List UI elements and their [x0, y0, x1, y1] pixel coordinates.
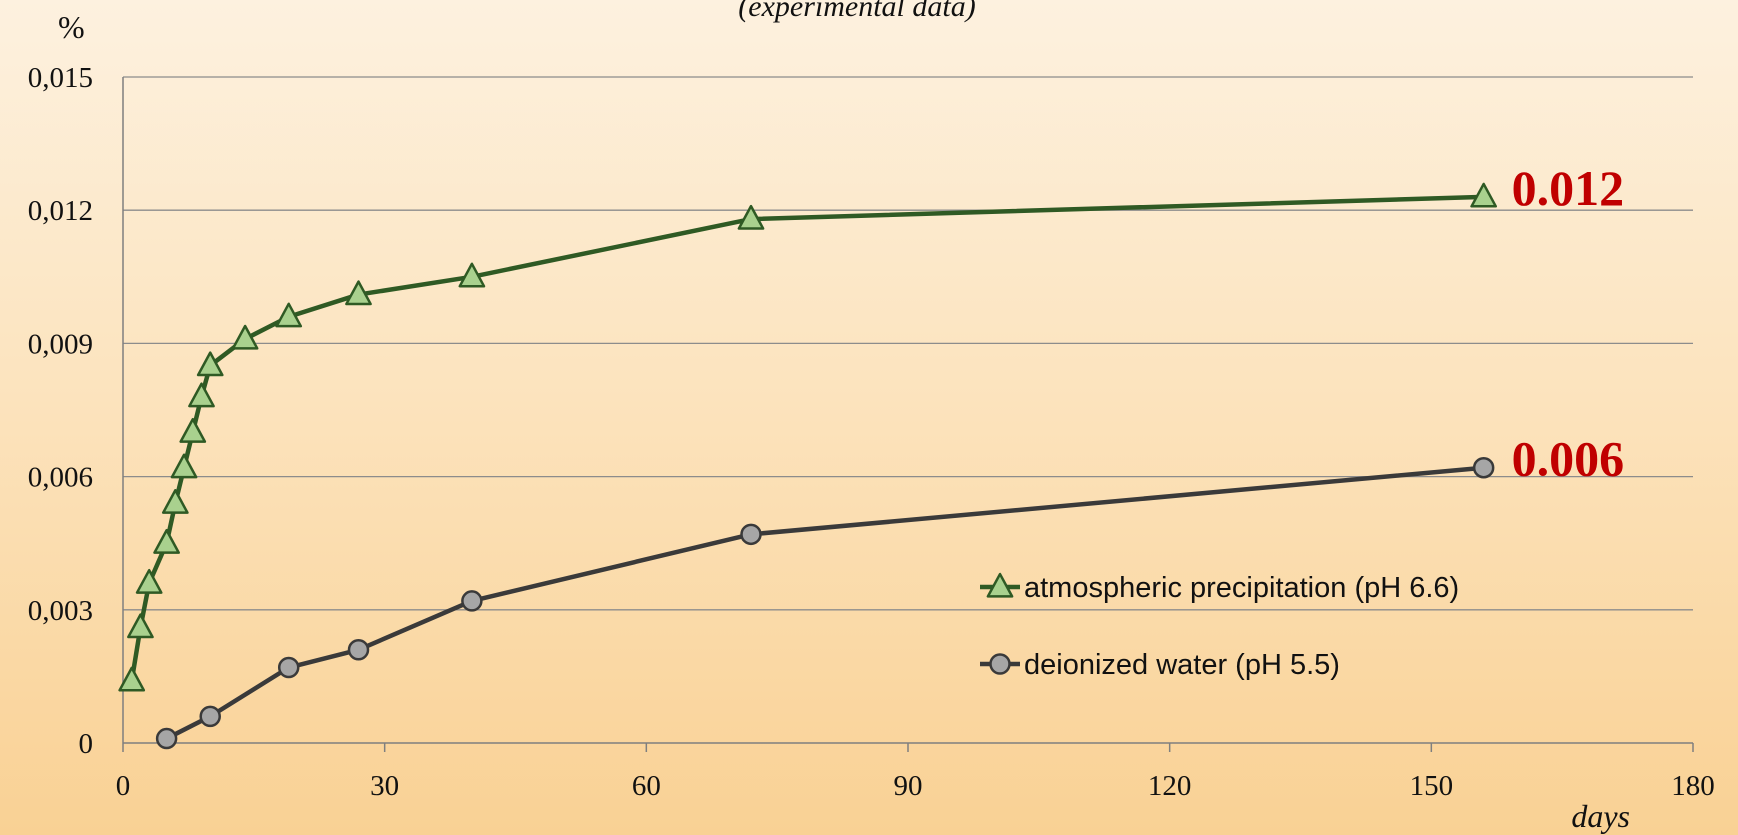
legend-item: atmospheric precipitation (pH 6.6) — [980, 572, 1459, 604]
triangle-marker — [153, 528, 180, 554]
circle-marker — [461, 590, 483, 612]
x-tick-label: 180 — [1671, 770, 1715, 802]
triangle-marker — [118, 666, 146, 692]
y-tick-label: 0,006 — [28, 462, 93, 494]
legend-item: deionized water (pH 5.5) — [980, 649, 1340, 681]
triangle-marker — [345, 280, 372, 306]
series-atmospheric-precipitation — [118, 182, 1498, 692]
triangle-marker — [231, 324, 259, 350]
x-tick-label: 90 — [894, 770, 923, 802]
series-layer — [118, 182, 1498, 750]
triangle-marker — [275, 302, 303, 328]
triangle-marker — [179, 417, 207, 443]
series-deionized-water — [155, 456, 1495, 750]
y-axis-title: % — [58, 9, 85, 45]
end-labels: 0.012 0.006 — [1512, 160, 1625, 487]
y-tick-label: 0,009 — [28, 328, 93, 360]
y-tick-label: 0 — [79, 728, 94, 760]
x-axis-title: days — [1571, 798, 1630, 834]
x-tick-label: 150 — [1410, 770, 1454, 802]
triangle-marker — [188, 382, 215, 408]
x-tick-label: 60 — [632, 770, 661, 802]
circle-marker — [740, 523, 762, 546]
triangle-marker — [986, 572, 1014, 598]
legend-label: deionized water (pH 5.5) — [1024, 649, 1340, 681]
legend: atmospheric precipitation (pH 6.6) deioni… — [980, 572, 1459, 681]
circle-marker — [347, 639, 370, 661]
y-tick-label: 0,003 — [28, 595, 93, 627]
end-value-label: 0.006 — [1512, 431, 1625, 487]
series-line — [129, 194, 1484, 682]
grid — [123, 76, 1693, 611]
x-tick-label: 0 — [116, 770, 131, 802]
y-tick-label: 0,012 — [28, 195, 93, 227]
circle-marker — [199, 705, 221, 728]
end-value-label: 0.012 — [1512, 160, 1625, 216]
triangle-marker — [737, 204, 765, 230]
triangle-marker — [161, 489, 189, 514]
axes: 0 0,003 0,006 0,009 0,012 0,015 0 30 60 90 120 150 1… — [28, 62, 1715, 802]
circle-marker — [1472, 456, 1495, 479]
y-tick-label: 0,015 — [28, 62, 93, 94]
triangle-marker — [1470, 182, 1498, 208]
triangle-marker — [127, 613, 154, 639]
triangle-marker — [135, 568, 163, 594]
triangle-marker — [170, 453, 198, 479]
x-tick-label: 120 — [1148, 770, 1192, 802]
chart-subtitle: (experimental data) — [738, 0, 975, 23]
circle-marker — [155, 727, 178, 750]
x-tick-label: 30 — [370, 770, 399, 802]
circle-marker — [989, 653, 1011, 675]
triangle-marker — [196, 351, 224, 377]
triangle-marker — [458, 262, 486, 288]
circle-marker — [277, 656, 300, 679]
legend-label: atmospheric precipitation (pH 6.6) — [1024, 572, 1459, 604]
